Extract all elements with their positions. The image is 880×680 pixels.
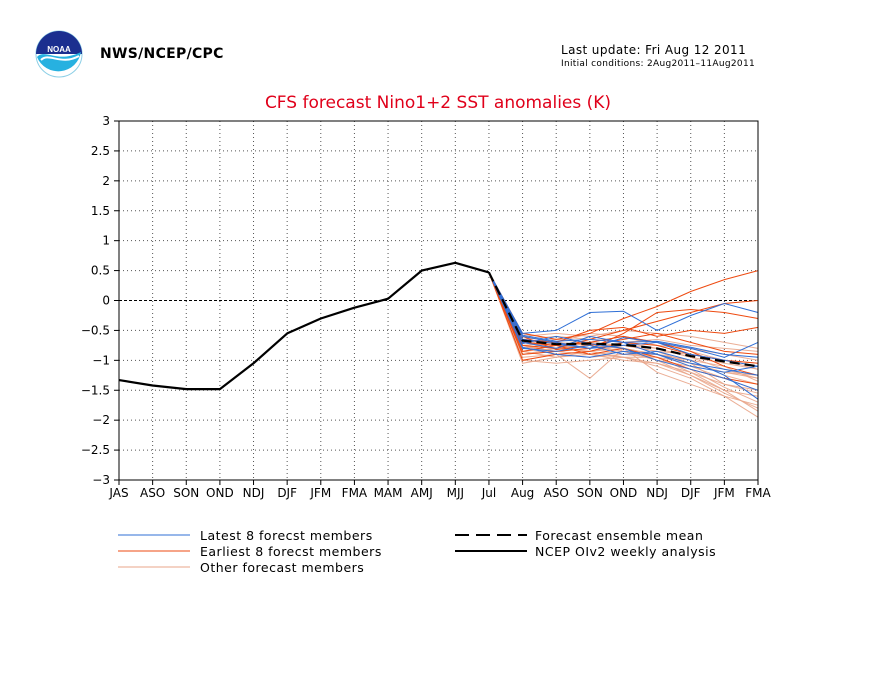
chart-grid — [119, 121, 758, 480]
x-tick-label: MAM — [374, 486, 403, 500]
x-tick-label: SON — [577, 486, 603, 500]
x-tick-label: ASO — [544, 486, 569, 500]
noaa-logo: NOAA — [35, 30, 83, 78]
earliest-member-line — [488, 272, 759, 355]
y-tick-label: −1.5 — [81, 383, 110, 397]
y-tick-label: 2 — [102, 174, 110, 188]
earliest-member-line — [488, 272, 759, 349]
y-tick-label: 0 — [102, 294, 110, 308]
y-tick-label: 0.5 — [91, 264, 110, 278]
legend-label-other: Other forecast members — [200, 560, 364, 575]
x-tick-label: SON — [173, 486, 199, 500]
x-tick-label: FMA — [745, 486, 771, 500]
x-tick-label: JFM — [309, 486, 331, 500]
legend-label-latest: Latest 8 forecst members — [200, 528, 373, 543]
x-tick-label: JFM — [713, 486, 735, 500]
y-tick-label: −2 — [92, 413, 110, 427]
latest-member-line — [488, 272, 759, 376]
legend-label-analysis: NCEP OIv2 weekly analysis — [535, 544, 716, 559]
latest-member-line — [488, 272, 759, 358]
x-tick-label: OND — [610, 486, 638, 500]
forecast-members — [488, 270, 759, 418]
y-tick-label: −2.5 — [81, 443, 110, 457]
other-member-line — [488, 272, 759, 382]
latest-member-line — [488, 272, 759, 367]
x-tick-label: ASO — [140, 486, 165, 500]
y-tick-label: 1 — [102, 234, 110, 248]
analysis-line — [118, 261, 490, 391]
chart-series — [118, 261, 759, 391]
y-tick-label: −3 — [92, 473, 110, 487]
x-tick-label: Jul — [481, 486, 496, 500]
x-tick-label: FMA — [342, 486, 368, 500]
earliest-member-line — [488, 272, 759, 343]
y-tick-label: −0.5 — [81, 323, 110, 337]
x-tick-label: JAS — [108, 486, 128, 500]
legend-label-earliest: Earliest 8 forecst members — [200, 544, 382, 559]
latest-member-line — [488, 272, 759, 334]
x-tick-label: AMJ — [411, 486, 433, 500]
y-tick-label: 1.5 — [91, 204, 110, 218]
y-tick-label: 2.5 — [91, 144, 110, 158]
agency-label: NWS/NCEP/CPC — [100, 46, 224, 62]
last-update-label: Last update: Fri Aug 12 2011 — [561, 43, 747, 57]
logo-text: NOAA — [47, 45, 71, 54]
x-tick-label: DJF — [681, 486, 701, 500]
latest-member-line — [488, 272, 759, 391]
legend-label-mean: Forecast ensemble mean — [535, 528, 703, 543]
x-tick-label: NDJ — [646, 486, 668, 500]
chart-title: CFS forecast Nino1+2 SST anomalies (K) — [265, 93, 611, 113]
x-tick-label: DJF — [277, 486, 297, 500]
y-tick-label: −1 — [92, 353, 110, 367]
x-tick-label: MJJ — [447, 486, 464, 500]
x-tick-label: OND — [206, 486, 234, 500]
initial-conditions-label: Initial conditions: 2Aug2011–11Aug2011 — [561, 59, 755, 69]
x-tick-label: Aug — [511, 486, 534, 500]
y-tick-label: 3 — [102, 114, 110, 128]
earliest-member-line — [488, 270, 759, 340]
x-tick-label: NDJ — [243, 486, 265, 500]
